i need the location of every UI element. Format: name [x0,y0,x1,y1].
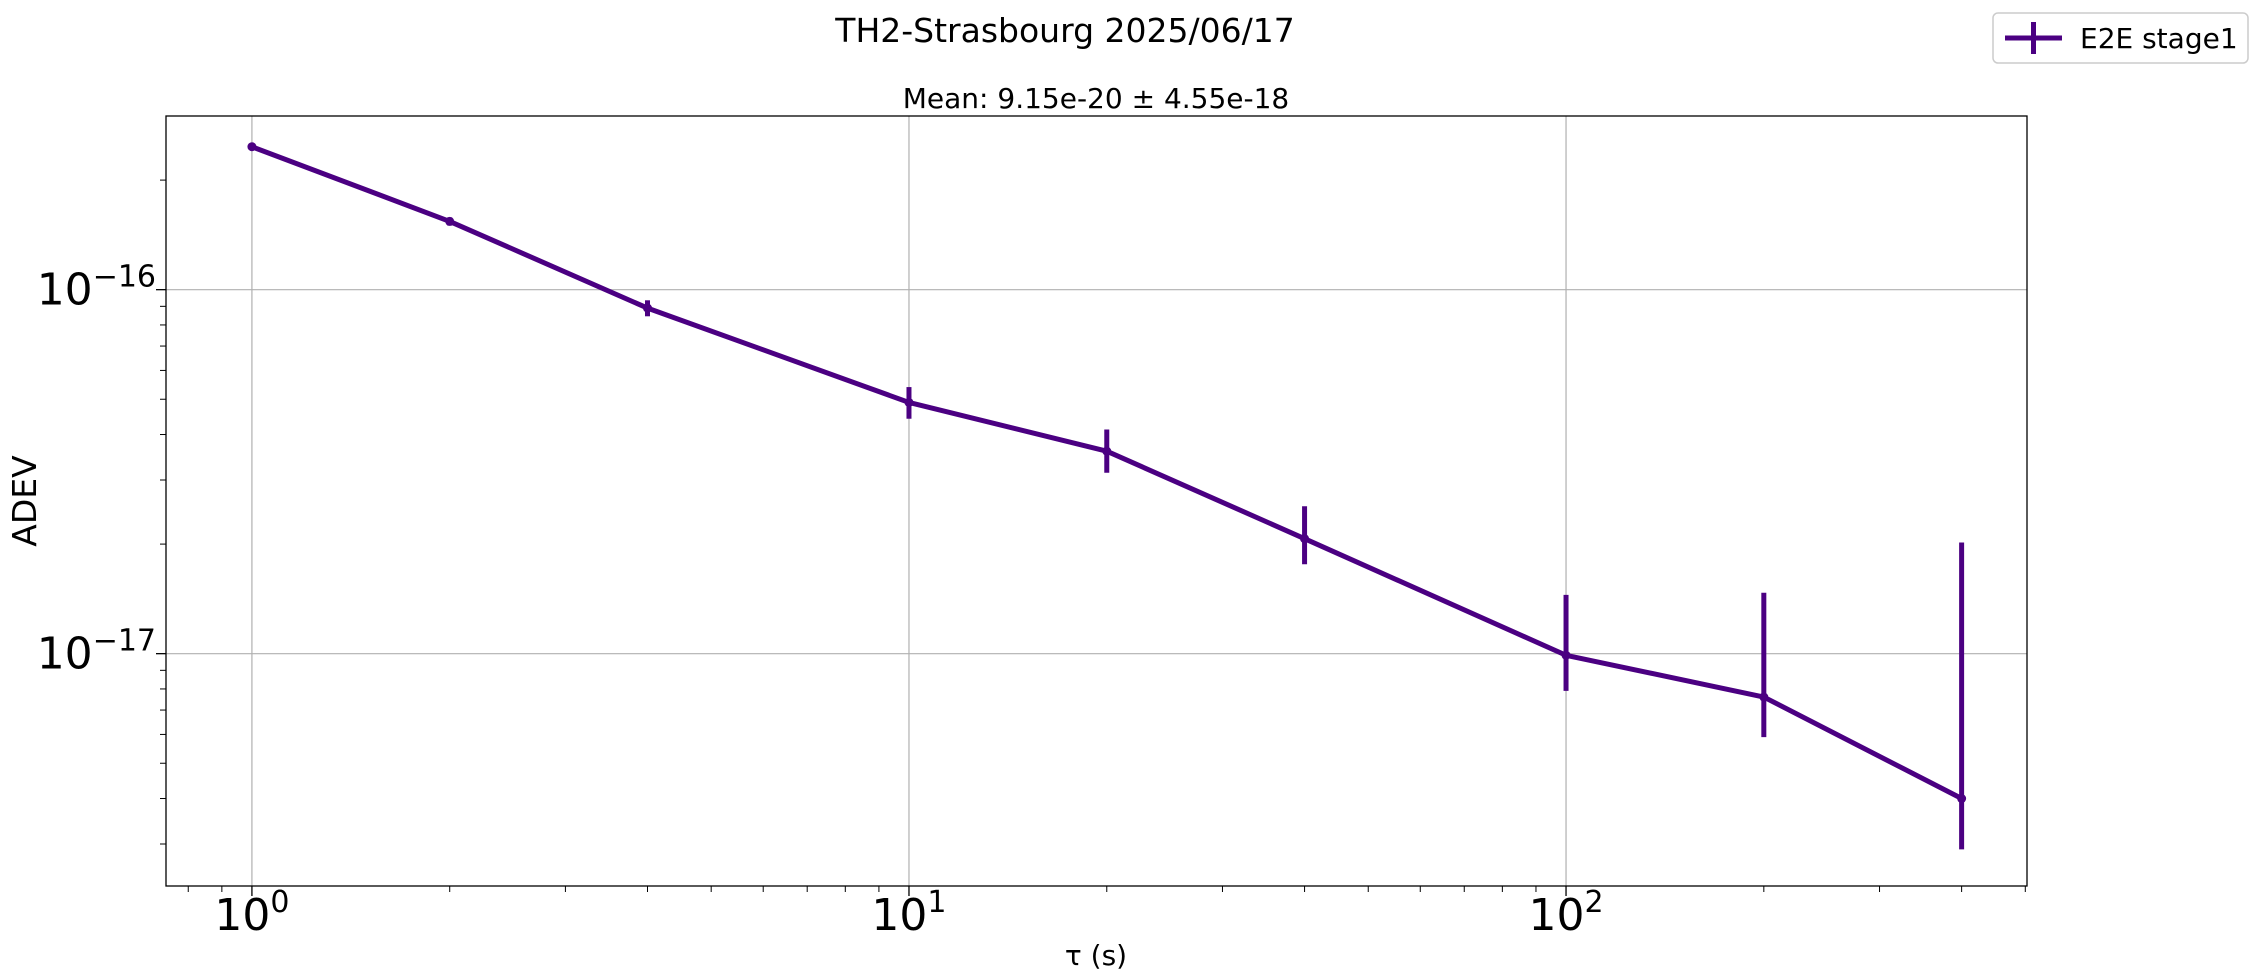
x-tick-labels: 100 101 102 [214,885,1603,941]
legend-box [1992,12,2249,64]
plot-frame [165,115,2028,887]
x-tick-label: 100 [214,885,289,941]
x-tick-exponent: 1 [927,885,946,920]
y-tick-base: 10 [37,265,93,316]
y-tick-base: 10 [37,629,93,680]
data-point [1102,446,1112,456]
y-tick-label: 10−16 [37,260,156,316]
chart-subtitle: Mean: 9.15e-20 ± 4.55e-18 [903,82,1290,115]
chart-title: TH2-Strasbourg 2025/06/17 [834,11,1294,50]
data-point [1300,534,1310,544]
x-tick-base: 10 [1528,890,1584,941]
legend: E2E stage1 [1992,12,2249,64]
data-point [1957,794,1967,804]
x-tick-label: 101 [871,885,946,941]
series-layer [247,142,1967,850]
data-point [445,216,455,226]
data-point [1561,650,1571,660]
data-point [904,397,914,407]
legend-label: E2E stage1 [2080,22,2238,55]
y-tick-exponent: −16 [93,260,156,295]
data-point [1759,692,1769,702]
x-axis-label: τ (s) [1065,939,1127,972]
y-tick-label: 10−17 [37,624,156,680]
x-tick-base: 10 [214,890,270,941]
y-axis-label: ADEV [5,455,44,547]
major-ticks [156,289,1567,896]
minor-ticks [160,179,2026,892]
data-point [643,303,653,313]
grid-lines [166,116,2027,886]
x-tick-base: 10 [871,890,927,941]
data-point [247,142,257,152]
x-tick-exponent: 0 [270,885,289,920]
y-tick-exponent: −17 [93,624,156,659]
x-tick-label: 102 [1528,885,1603,941]
x-tick-exponent: 2 [1584,885,1603,920]
